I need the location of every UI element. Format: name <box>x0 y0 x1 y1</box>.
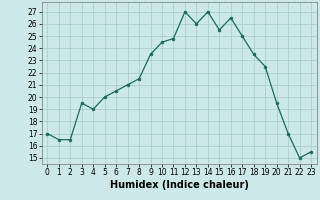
X-axis label: Humidex (Indice chaleur): Humidex (Indice chaleur) <box>110 180 249 190</box>
